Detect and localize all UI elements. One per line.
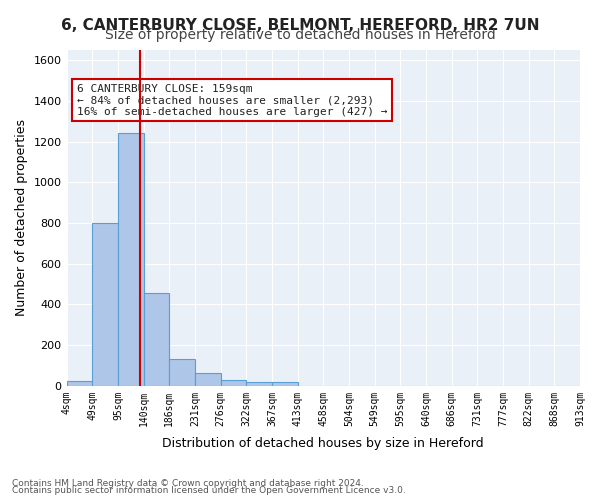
Bar	[221, 380, 246, 386]
Text: 6, CANTERBURY CLOSE, BELMONT, HEREFORD, HR2 7UN: 6, CANTERBURY CLOSE, BELMONT, HEREFORD, …	[61, 18, 539, 32]
Text: Size of property relative to detached houses in Hereford: Size of property relative to detached ho…	[104, 28, 496, 42]
Bar	[246, 382, 272, 386]
Bar	[118, 134, 143, 386]
X-axis label: Distribution of detached houses by size in Hereford: Distribution of detached houses by size …	[163, 437, 484, 450]
Text: Contains HM Land Registry data © Crown copyright and database right 2024.: Contains HM Land Registry data © Crown c…	[12, 478, 364, 488]
Text: Contains public sector information licensed under the Open Government Licence v3: Contains public sector information licen…	[12, 486, 406, 495]
Bar	[169, 360, 195, 386]
Bar	[143, 293, 169, 386]
Y-axis label: Number of detached properties: Number of detached properties	[15, 120, 28, 316]
Bar	[67, 380, 92, 386]
Bar	[195, 373, 221, 386]
Bar	[272, 382, 298, 386]
Text: 6 CANTERBURY CLOSE: 159sqm
← 84% of detached houses are smaller (2,293)
16% of s: 6 CANTERBURY CLOSE: 159sqm ← 84% of deta…	[77, 84, 388, 117]
Bar	[92, 223, 118, 386]
